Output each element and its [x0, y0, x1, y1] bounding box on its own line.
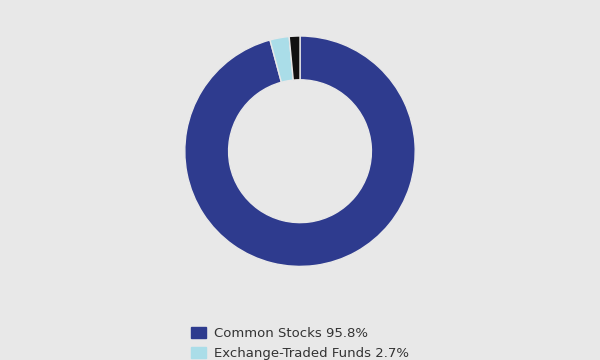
Legend: Common Stocks 95.8%, Exchange-Traded Funds 2.7%, Money Market Funds 1.5%: Common Stocks 95.8%, Exchange-Traded Fun… [191, 327, 409, 360]
Wedge shape [185, 36, 415, 266]
Wedge shape [270, 36, 293, 82]
Wedge shape [289, 36, 300, 80]
